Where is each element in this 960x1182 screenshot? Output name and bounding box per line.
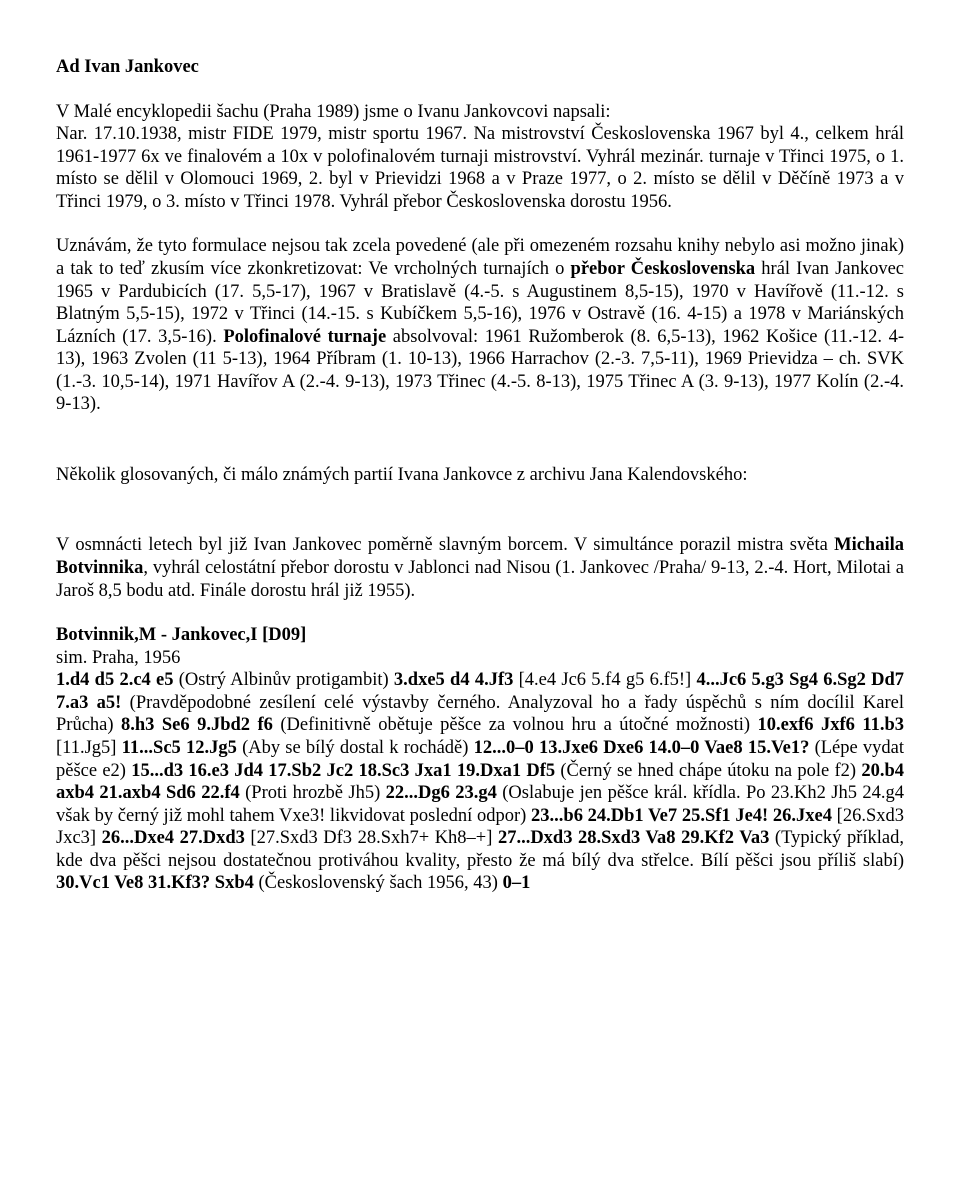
annotation: [27.Sxd3 Df3 28.Sxh7+ Kh8–+] <box>250 828 498 848</box>
move: 0–1 <box>503 873 531 893</box>
paragraph-tournaments: Uznávám, že tyto formulace nejsou tak zc… <box>56 235 904 416</box>
annotation: (Černý se hned chápe útoku na pole f2) <box>560 761 861 781</box>
bold-text: přebor Československa <box>571 259 756 279</box>
paragraph-archive-intro: Několik glosovaných, či málo známých par… <box>56 464 904 487</box>
move: 27...Dxd3 28.Sxd3 Va8 29.Kf2 Va3 <box>498 828 775 848</box>
annotation: [11.Jg5] <box>56 738 122 758</box>
annotation: (Československý šach 1956, 43) <box>259 873 503 893</box>
bold-text: Polofinalové turnaje <box>223 327 386 347</box>
text: Nar. 17.10.1938, mistr FIDE 1979, mistr … <box>56 124 904 212</box>
annotation: (Aby se bílý dostal k rochádě) <box>242 738 474 758</box>
move: 23...b6 24.Db1 Ve7 25.Sf1 Je4! 26.Jxe4 <box>531 806 837 826</box>
annotation: [4.e4 Jc6 5.f4 g5 6.f5!] <box>519 670 697 690</box>
annotation: (Ostrý Albinův protigambit) <box>179 670 394 690</box>
doc-title: Ad Ivan Jankovec <box>56 56 904 79</box>
annotation: (Definitivně obětuje pěšce za volnou hru… <box>280 715 757 735</box>
move: 22...Dg6 23.g4 <box>386 783 503 803</box>
game-subheader: sim. Praha, 1956 <box>56 648 180 668</box>
paragraph-intro: V Malé encyklopedii šachu (Praha 1989) j… <box>56 101 904 214</box>
game-header: Botvinnik,M - Jankovec,I [D09] <box>56 625 306 645</box>
move: 10.exf6 Jxf6 11.b3 <box>758 715 904 735</box>
move: 3.dxe5 d4 4.Jf3 <box>394 670 519 690</box>
annotation: (Proti hrozbě Jh5) <box>245 783 386 803</box>
move: 8.h3 Se6 9.Jbd2 f6 <box>121 715 280 735</box>
paragraph-botvinnik: V osmnácti letech byl již Ivan Jankovec … <box>56 534 904 602</box>
game-block: Botvinnik,M - Jankovec,I [D09] sim. Prah… <box>56 624 904 895</box>
move: 1.d4 d5 2.c4 e5 <box>56 670 179 690</box>
move: 15...d3 16.e3 Jd4 17.Sb2 Jc2 18.Sc3 Jxa1… <box>131 761 560 781</box>
move: 26...Dxe4 27.Dxd3 <box>102 828 251 848</box>
move: 11...Sc5 12.Jg5 <box>122 738 242 758</box>
text: , vyhrál celostátní přebor dorostu v Jab… <box>56 558 904 601</box>
text: V Malé encyklopedii šachu (Praha 1989) j… <box>56 102 611 122</box>
move: 12...0–0 13.Jxe6 Dxe6 14.0–0 Vae8 15.Ve1… <box>474 738 815 758</box>
text: V osmnácti letech byl již Ivan Jankovec … <box>56 535 834 555</box>
move: 30.Vc1 Ve8 31.Kf3? Sxb4 <box>56 873 259 893</box>
